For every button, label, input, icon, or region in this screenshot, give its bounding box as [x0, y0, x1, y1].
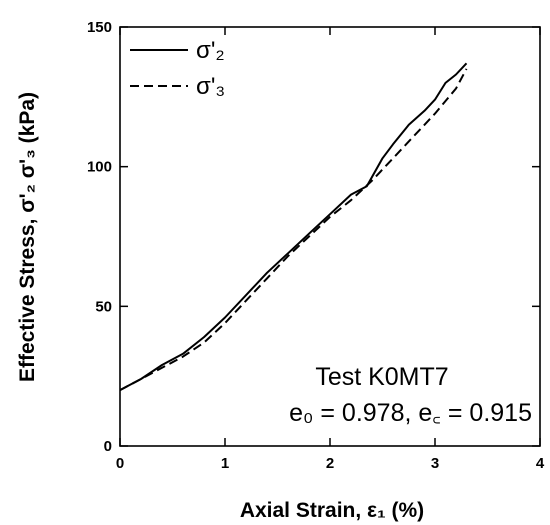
legend: σ'₂ σ'₃: [130, 37, 225, 100]
y-axis-title: Effective Stress, σ'₂ σ'₃ (kPa): [16, 92, 39, 382]
y-tick-label: 100: [87, 159, 112, 176]
x-tick-label: 3: [431, 455, 439, 472]
y-tick-label: 150: [87, 19, 112, 36]
annotation-void-ratios: e₀ = 0.978, e꜀ = 0.915: [289, 399, 532, 427]
series-lines: [119, 62, 468, 391]
legend-label-sigma3: σ'₃: [196, 73, 225, 100]
annotation-test-id: Test K0MT7: [315, 363, 448, 391]
series-line-sigma2: [119, 62, 468, 391]
x-tick-label: 0: [116, 455, 124, 472]
x-tick-label: 2: [326, 455, 334, 472]
x-tick-label: 4: [536, 455, 545, 472]
y-tick-label: 0: [104, 438, 112, 455]
series-line-sigma3: [119, 68, 468, 391]
x-axis-title: Axial Strain, ε₁ (%): [240, 499, 424, 522]
x-tick-label: 1: [221, 455, 229, 472]
y-tick-label: 50: [95, 298, 112, 315]
axes: 0 1 2 3 4 0 50 100 150: [87, 19, 545, 472]
legend-label-sigma2: σ'₂: [196, 37, 225, 64]
